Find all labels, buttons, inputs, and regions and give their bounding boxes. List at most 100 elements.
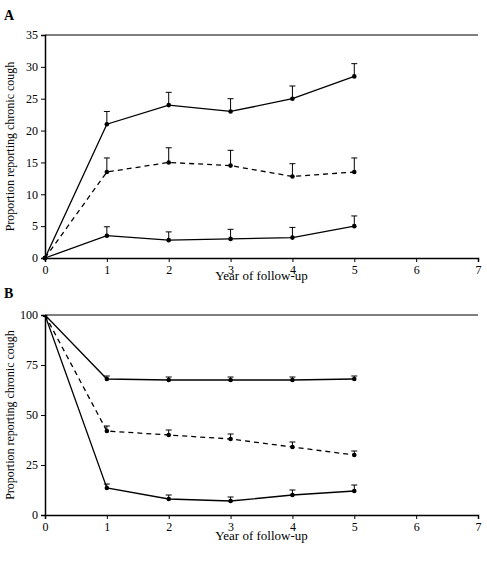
tick-label: 5 [352, 263, 358, 277]
plot-area [43, 64, 358, 261]
marker [290, 445, 295, 450]
marker [43, 315, 48, 317]
marker [228, 109, 233, 114]
tick-mark [169, 258, 170, 262]
marker [166, 433, 171, 438]
tick-mark [354, 515, 355, 519]
tick-mark [354, 258, 355, 262]
tick-label: 6 [414, 520, 420, 534]
tick-label: 5 [32, 219, 38, 233]
error-cap [166, 495, 172, 496]
marker [290, 493, 295, 498]
error-cap [289, 490, 295, 491]
marker [105, 170, 110, 175]
tick-mark [107, 515, 108, 519]
tick-label: 1 [104, 520, 110, 534]
tick: 25 [26, 92, 45, 106]
marker [105, 429, 110, 434]
tick-mark [41, 99, 45, 100]
tick-mark [41, 67, 45, 68]
marker [43, 256, 48, 261]
tick: 75 [26, 358, 45, 372]
error-cap [351, 63, 357, 64]
error-cap [228, 377, 234, 378]
tick-label: 1 [104, 263, 110, 277]
tick-mark [478, 515, 479, 519]
tick: 100 [20, 308, 45, 322]
tick: 15 [26, 156, 45, 170]
tick-mark [41, 131, 45, 132]
error-cap [351, 485, 357, 486]
tick-label: 25 [26, 458, 38, 472]
tick-mark [231, 258, 232, 262]
x-axis-label: Year of follow-up [215, 528, 308, 543]
tick-mark [416, 515, 417, 519]
error-cap [228, 229, 234, 230]
tick-label: 15 [26, 156, 38, 170]
tick: 2 [166, 258, 172, 277]
marker [105, 122, 110, 127]
tick-mark [41, 162, 45, 163]
tick: 5 [352, 515, 358, 534]
tick: 30 [26, 60, 45, 74]
tick-label: 0 [32, 251, 38, 265]
error-cap [351, 215, 357, 216]
error-cap [104, 426, 110, 427]
panel-title: A [4, 8, 15, 23]
tick-mark [292, 515, 293, 519]
error-cap [289, 377, 295, 378]
error-cap [166, 92, 172, 93]
error-cap [351, 376, 357, 377]
marker [228, 437, 233, 442]
tick-label: 0 [32, 508, 38, 522]
tick-label: 25 [26, 92, 38, 106]
series-line [45, 76, 354, 258]
tick-label: 10 [26, 188, 38, 202]
marker [352, 170, 357, 175]
marker [43, 256, 48, 261]
tick-label: 7 [476, 263, 482, 277]
tick: 5 [352, 258, 358, 277]
tick-mark [169, 515, 170, 519]
tick-label: 0 [43, 263, 49, 277]
marker [352, 489, 357, 494]
tick-mark [41, 515, 45, 516]
tick-mark [41, 365, 45, 366]
error-cap [104, 484, 110, 485]
tick-label: 2 [166, 263, 172, 277]
error-cap [351, 157, 357, 158]
marker [166, 497, 171, 502]
error-cap [166, 377, 172, 378]
marker [105, 233, 110, 238]
marker [166, 238, 171, 243]
marker [105, 377, 110, 382]
y-axis-label: Proportion reporting chronic cough [3, 330, 17, 500]
marker [166, 103, 171, 108]
plot-area [43, 315, 358, 503]
tick-label: 2 [166, 520, 172, 534]
error-cap [166, 231, 172, 232]
tick: 0 [43, 258, 49, 277]
tick-label: 35 [26, 28, 38, 42]
marker [228, 499, 233, 504]
marker [43, 315, 48, 317]
error-cap [104, 376, 110, 377]
error-cap [166, 147, 172, 148]
tick-label: 20 [26, 124, 38, 138]
marker [228, 237, 233, 242]
tick: 20 [26, 124, 45, 138]
tick-label: 50 [26, 408, 38, 422]
marker [290, 96, 295, 101]
tick-label: 7 [476, 520, 482, 534]
tick-label: 5 [352, 520, 358, 534]
tick-label: 30 [26, 60, 38, 74]
panel: B012345670255075100Year of follow-upProp… [3, 286, 482, 543]
error-cap [228, 434, 234, 435]
error-cap [166, 430, 172, 431]
marker [166, 160, 171, 165]
marker [352, 377, 357, 382]
tick: 50 [26, 408, 45, 422]
tick-mark [41, 226, 45, 227]
error-cap [228, 497, 234, 498]
tick: 6 [414, 258, 420, 277]
